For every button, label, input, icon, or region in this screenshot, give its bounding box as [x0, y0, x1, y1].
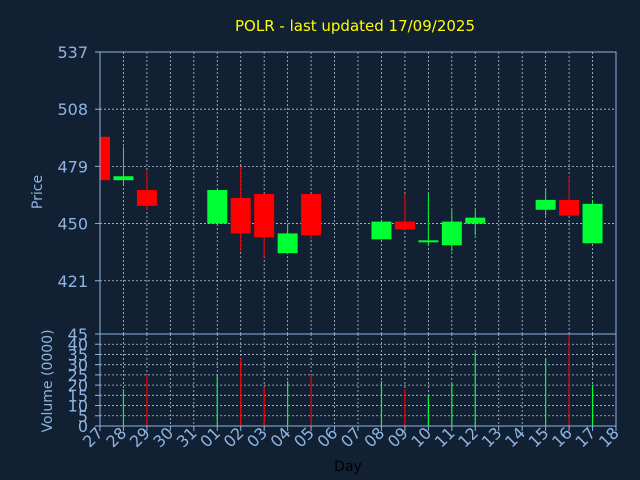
x-axis-label: Day: [334, 459, 362, 475]
candle-body: [394, 221, 415, 230]
candle: [207, 190, 228, 224]
price-tick-label: 421: [57, 272, 88, 291]
price-tick-labels: 421 450 479 508 537: [57, 43, 88, 291]
candle: [136, 170, 157, 210]
candle-body: [207, 190, 228, 224]
candle-body: [277, 233, 298, 254]
y-axis-label: Price: [30, 175, 46, 209]
candle-body: [535, 199, 556, 210]
candle: [277, 223, 298, 254]
volume-tick-label: 15: [68, 386, 88, 405]
candle: [582, 199, 603, 244]
volume-tick-label: 40: [68, 335, 88, 354]
candle: [371, 219, 392, 240]
candle-body: [371, 221, 392, 240]
candle-body: [301, 193, 322, 236]
volume-tick-label: 10: [68, 397, 88, 416]
candle-body: [418, 240, 439, 243]
candle: [465, 209, 486, 236]
candle: [394, 193, 415, 230]
axes-frame: [95, 51, 617, 431]
candle-body: [136, 190, 157, 206]
candle-body: [254, 193, 275, 238]
candle-body: [559, 199, 580, 216]
candle: [254, 193, 275, 258]
candle-body: [441, 221, 462, 246]
chart-title: POLR - last updated 17/09/2025: [235, 17, 475, 35]
candle: [559, 176, 580, 216]
candle: [99, 136, 110, 181]
candle-body: [582, 203, 603, 244]
candle: [535, 188, 556, 216]
candle: [230, 166, 251, 252]
candles: [99, 136, 603, 258]
volume-tick-label: 35: [68, 345, 88, 364]
price-tick-label: 508: [57, 100, 88, 119]
price-tick-label: 450: [57, 215, 88, 234]
candle-body: [100, 136, 110, 181]
candle-body: [465, 217, 486, 224]
x-tick-labels: 2728293031010203040506070809101112131415…: [79, 423, 623, 451]
candle: [441, 209, 462, 252]
candle-body: [113, 176, 134, 181]
volume-tick-label: 0: [78, 417, 88, 436]
price-tick-label: 537: [57, 43, 88, 62]
candle: [113, 146, 134, 185]
candle: [301, 193, 322, 240]
volume-tick-label: 5: [78, 407, 88, 426]
volume-axis-label: Volume (0000): [40, 329, 56, 432]
volume-tick-label: 30: [68, 356, 88, 375]
candle-body: [230, 197, 251, 234]
volume-tick-label: 45: [68, 325, 88, 344]
volume-bars: [122, 334, 594, 426]
volume-tick-label: 20: [68, 376, 88, 395]
price-tick-label: 479: [57, 157, 88, 176]
volume-tick-label: 25: [68, 366, 88, 385]
candle: [418, 193, 439, 246]
